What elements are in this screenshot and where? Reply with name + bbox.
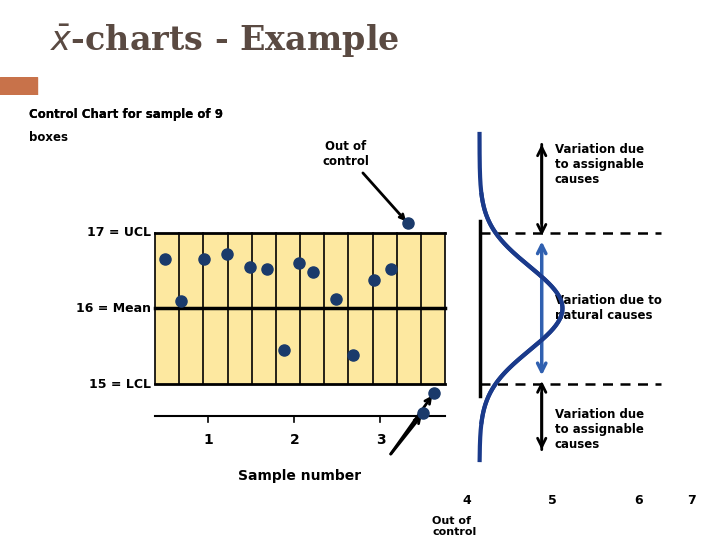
Bar [155, 233, 445, 384]
Text: 7: 7 [687, 494, 696, 507]
Text: Control Chart for sample of 9: Control Chart for sample of 9 [29, 108, 227, 121]
Text: 2: 2 [289, 433, 300, 447]
Text: Out of
control: Out of control [432, 516, 477, 537]
Text: Variation due
to assignable
causes: Variation due to assignable causes [554, 408, 644, 451]
Text: 16 = Mean: 16 = Mean [76, 302, 150, 315]
Text: Variation due to
natural causes: Variation due to natural causes [554, 294, 662, 322]
Text: boxes: boxes [29, 131, 68, 144]
Bar [0, 77, 37, 94]
Text: 6: 6 [634, 494, 643, 507]
Text: 4: 4 [462, 494, 471, 507]
Text: Variation due
to assignable
causes: Variation due to assignable causes [554, 143, 644, 186]
Text: $\bar{x}$-charts - Example: $\bar{x}$-charts - Example [50, 22, 400, 59]
Text: Out of
control: Out of control [323, 140, 404, 219]
Text: Sample number: Sample number [238, 469, 361, 483]
Text: 15 = LCL: 15 = LCL [89, 377, 150, 391]
Text: 1: 1 [204, 433, 213, 447]
Text: 3: 3 [376, 433, 385, 447]
Text: 17 = UCL: 17 = UCL [87, 226, 150, 239]
Text: Control Chart for sample of 9: Control Chart for sample of 9 [29, 108, 227, 121]
Text: 5: 5 [548, 494, 557, 507]
